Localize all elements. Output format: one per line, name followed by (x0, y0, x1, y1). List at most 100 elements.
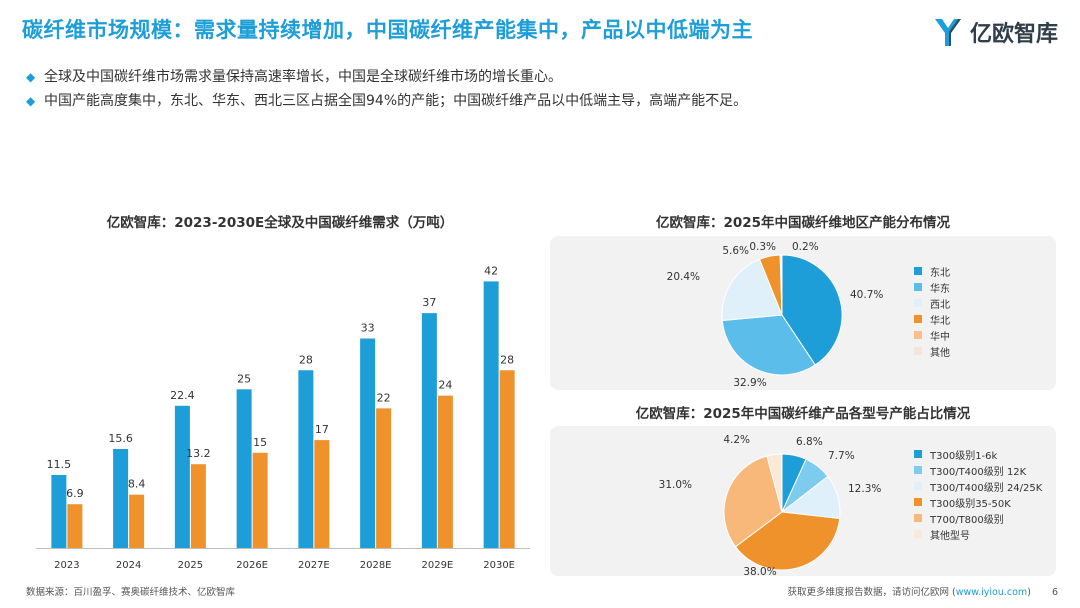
footer-site-link[interactable]: www.iyiou.com (955, 587, 1028, 598)
bullet-text: 中国产能高度集中，东北、华东、西北三区占据全国94%的产能；中国碳纤维产品以中低… (44, 93, 748, 109)
logo: 亿欧智库 (932, 12, 1058, 52)
bar-value-label: 28 (500, 353, 514, 366)
page-number: 6 (1051, 587, 1058, 598)
bar (421, 313, 437, 548)
bar-value-label: 11.5 (47, 458, 72, 471)
legend-item: 华北 (914, 311, 950, 327)
bar-value-label: 37 (422, 296, 436, 309)
legend-swatch (914, 482, 922, 490)
legend-label: T700/T800级别 (930, 514, 1004, 526)
bar (298, 370, 314, 548)
legend-swatch (914, 315, 922, 323)
bar-value-label: 24 (438, 379, 452, 392)
slice-value-label: 6.8% (796, 436, 823, 448)
bar (483, 281, 499, 548)
legend-swatch (914, 450, 922, 458)
legend-item: 东北 (914, 263, 950, 279)
bar (67, 504, 83, 548)
legend-swatch (914, 283, 922, 291)
pie-slice (780, 254, 783, 316)
bar (360, 338, 376, 548)
diamond-bullet-icon: ◆ (26, 70, 36, 84)
slice-value-label: 40.7% (850, 289, 883, 301)
diamond-bullet-icon: ◆ (26, 94, 36, 108)
slice-value-label: 20.4% (667, 271, 700, 283)
bar (499, 370, 515, 548)
bar-value-label: 25 (237, 372, 251, 385)
slice-value-label: 12.3% (848, 483, 881, 495)
bar (314, 440, 330, 548)
legend-swatch (914, 267, 922, 275)
bar (252, 452, 268, 548)
x-tick-label: 2024 (116, 560, 141, 571)
legend-item: 西北 (914, 295, 950, 311)
legend-item: T300级别1-6k (914, 446, 1042, 462)
legend-label: 其他型号 (930, 530, 970, 542)
bar-chart-title: 亿欧智库：2023-2030E全球及中国碳纤维需求（万吨） (106, 215, 454, 231)
slice-value-label: 38.0% (743, 566, 776, 576)
data-source: 数据来源：百川盈孚、赛奥碳纤维技术、亿欧智库 (26, 587, 236, 598)
bar (174, 405, 190, 548)
legend-item: T700/T800级别 (914, 510, 1042, 526)
x-tick-label: 2023 (54, 560, 79, 571)
slice-value-label: 0.2% (792, 241, 819, 253)
bar (51, 475, 67, 548)
region-pie-title: 亿欧智库：2025年中国碳纤维地区产能分布情况 (655, 215, 951, 231)
product-pie-title: 亿欧智库：2025年中国碳纤维产品各型号产能占比情况 (635, 406, 971, 422)
footer-note-suffix: ) (1027, 587, 1031, 598)
x-tick-label: 2026E (236, 560, 268, 571)
pie-slice (734, 511, 841, 571)
bar-value-label: 17 (315, 423, 329, 436)
legend-swatch (914, 514, 922, 522)
bullet-item: ◆ 全球及中国碳纤维市场需求量保持高速率增长，中国是全球碳纤维市场的增长重心。 (26, 66, 1056, 88)
legend-label: 华北 (930, 315, 950, 327)
bar-value-label: 33 (361, 322, 375, 335)
slice-value-label: 5.6% (722, 245, 749, 257)
product-pie-legend: T300级别1-6k T300/T400级别 12K T300/T400级别 24/… (914, 446, 1042, 542)
legend-item: T300级别35-50K (914, 494, 1042, 510)
bar (113, 448, 129, 548)
bar-value-label: 22 (377, 391, 391, 404)
bullet-text: 全球及中国碳纤维市场需求量保持高速率增长，中国是全球碳纤维市场的增长重心。 (44, 69, 562, 85)
legend-label: T300级别1-6k (930, 450, 998, 462)
bar-value-label: 22.4 (170, 389, 195, 402)
legend-swatch (914, 347, 922, 355)
bar (129, 494, 145, 548)
legend-swatch (914, 466, 922, 474)
bar-value-label: 42 (484, 264, 498, 277)
x-tick-label: 2027E (298, 560, 330, 571)
legend-label: 其他 (930, 347, 950, 359)
bullet-item: ◆ 中国产能高度集中，东北、华东、西北三区占据全国94%的产能；中国碳纤维产品以… (26, 90, 1056, 112)
pie-slice (721, 258, 783, 322)
slice-value-label: 31.0% (659, 479, 692, 491)
legend-label: 西北 (930, 299, 950, 311)
footer-note-prefix: 获取更多维度报告数据，请访问亿欧网 ( (787, 587, 956, 598)
legend-swatch (914, 498, 922, 506)
legend-item: 华中 (914, 327, 950, 343)
bar (376, 408, 392, 548)
logo-mark-icon (934, 19, 961, 46)
pie-slice (723, 455, 783, 548)
legend-label: T300/T400级别 24/25K (930, 482, 1043, 494)
legend-label: T300级别35-50K (930, 498, 1011, 510)
legend-item: T300/T400级别 24/25K (914, 478, 1042, 494)
bar-value-label: 13.2 (186, 447, 211, 460)
legend-label: 华中 (930, 331, 950, 343)
footer-note: 获取更多维度报告数据，请访问亿欧网 (www.iyiou.com) 6 (787, 584, 1058, 598)
slice-value-label: 4.2% (723, 434, 750, 446)
pie-slice (721, 314, 816, 376)
bar-chart: 11.5 6.9 2023 15.6 8.4 2024 22.4 13.2 2025 25 15 20… (36, 264, 530, 571)
legend-item: 其他型号 (914, 526, 1042, 542)
bar (437, 395, 453, 548)
legend-item: T300/T400级别 12K (914, 462, 1042, 478)
region-pie-legend: 东北 华东 西北 华北 华中 其他 (914, 263, 950, 359)
slice-value-label: 32.9% (733, 377, 766, 389)
x-tick-label: 2030E (483, 560, 515, 571)
bar (236, 389, 252, 548)
bar-value-label: 8.4 (128, 478, 146, 491)
legend-label: T300/T400级别 12K (930, 466, 1027, 478)
legend-swatch (914, 530, 922, 538)
page-title: 碳纤维市场规模：需求量持续增加，中国碳纤维产能集中，产品以中低端为主 (22, 18, 753, 42)
product-pie-chart: 6.8% 7.7% 12.3% 38.0% 31.0% 4.2% (659, 434, 882, 576)
x-tick-label: 2025 (178, 560, 203, 571)
